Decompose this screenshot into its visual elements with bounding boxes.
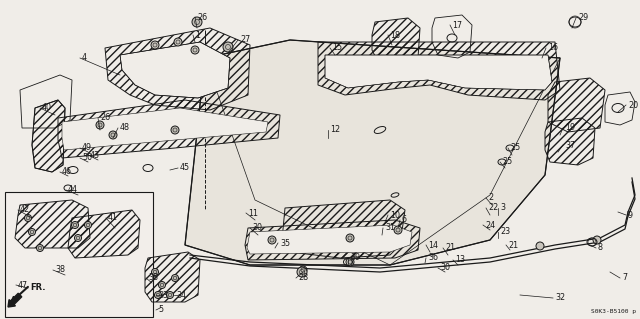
Text: 40: 40 — [42, 103, 52, 113]
Text: 8: 8 — [598, 243, 603, 253]
Text: 4: 4 — [82, 54, 87, 63]
Circle shape — [174, 38, 182, 46]
Text: 48: 48 — [120, 123, 130, 132]
Text: 15: 15 — [332, 43, 342, 53]
Text: 29: 29 — [578, 13, 588, 23]
Text: 41: 41 — [108, 213, 118, 222]
Circle shape — [192, 17, 202, 27]
Text: 19: 19 — [565, 123, 575, 132]
Circle shape — [593, 236, 601, 244]
Circle shape — [299, 266, 307, 274]
FancyArrow shape — [8, 293, 22, 307]
Text: S0K3-B5100 p: S0K3-B5100 p — [591, 309, 636, 314]
Text: 43: 43 — [90, 151, 100, 160]
Text: 34: 34 — [176, 291, 186, 300]
Circle shape — [223, 42, 233, 52]
Polygon shape — [185, 40, 560, 265]
Text: 20: 20 — [628, 100, 638, 109]
Text: 47: 47 — [18, 280, 28, 290]
Text: 16: 16 — [548, 43, 558, 53]
Circle shape — [84, 221, 92, 228]
Text: 30: 30 — [252, 224, 262, 233]
Text: 46: 46 — [62, 167, 72, 176]
Text: 37: 37 — [565, 140, 575, 150]
Text: 30: 30 — [440, 263, 450, 272]
Text: 22: 22 — [488, 204, 499, 212]
Text: 2: 2 — [488, 194, 493, 203]
Text: 33: 33 — [158, 291, 168, 300]
Text: 23: 23 — [500, 227, 510, 236]
Text: 21: 21 — [508, 241, 518, 249]
Circle shape — [151, 41, 159, 49]
Text: 38: 38 — [148, 273, 158, 283]
Text: 13: 13 — [455, 256, 465, 264]
Text: 31: 31 — [385, 224, 395, 233]
Circle shape — [268, 236, 276, 244]
Text: 28: 28 — [298, 273, 308, 283]
Text: 10: 10 — [390, 211, 400, 219]
Polygon shape — [325, 55, 552, 90]
Circle shape — [96, 121, 104, 129]
Circle shape — [74, 234, 81, 241]
Polygon shape — [247, 225, 412, 254]
Text: 1: 1 — [195, 31, 200, 40]
Polygon shape — [62, 108, 268, 150]
Text: 18: 18 — [390, 31, 400, 40]
Text: 36: 36 — [428, 254, 438, 263]
Text: 24: 24 — [485, 220, 495, 229]
Text: 45: 45 — [180, 164, 190, 173]
Text: 49: 49 — [82, 144, 92, 152]
Bar — [5, 192, 153, 317]
Circle shape — [24, 214, 31, 221]
Circle shape — [159, 281, 166, 288]
Text: 44: 44 — [68, 186, 78, 195]
Circle shape — [171, 126, 179, 134]
Circle shape — [297, 267, 307, 277]
Circle shape — [394, 226, 402, 234]
Text: 27: 27 — [240, 35, 250, 44]
Text: 42: 42 — [20, 205, 30, 214]
Text: 6: 6 — [402, 216, 407, 225]
Text: 39: 39 — [350, 254, 360, 263]
Text: 5: 5 — [158, 306, 163, 315]
Text: 11: 11 — [248, 209, 258, 218]
Circle shape — [36, 244, 44, 251]
Polygon shape — [120, 42, 230, 98]
Circle shape — [166, 292, 173, 299]
Text: 50: 50 — [82, 153, 92, 162]
Circle shape — [72, 221, 79, 228]
Text: 26: 26 — [100, 114, 110, 122]
Circle shape — [29, 228, 35, 235]
Circle shape — [172, 275, 179, 281]
Text: FR.: FR. — [30, 284, 45, 293]
Text: 25: 25 — [510, 144, 520, 152]
Text: 7: 7 — [622, 273, 627, 283]
Text: 14: 14 — [428, 241, 438, 249]
Text: 32: 32 — [555, 293, 565, 302]
Circle shape — [191, 46, 199, 54]
Circle shape — [536, 242, 544, 250]
Text: 38: 38 — [55, 265, 65, 275]
Text: 26: 26 — [197, 12, 207, 21]
Text: 35: 35 — [280, 239, 290, 248]
Text: 17: 17 — [452, 20, 462, 29]
Circle shape — [346, 258, 354, 266]
Text: 9: 9 — [628, 211, 633, 219]
Text: 21: 21 — [445, 243, 455, 253]
Text: 3: 3 — [500, 204, 505, 212]
Circle shape — [154, 292, 161, 299]
Circle shape — [109, 131, 117, 139]
Circle shape — [152, 269, 159, 276]
Text: 25: 25 — [502, 158, 512, 167]
Text: 12: 12 — [330, 125, 340, 135]
Circle shape — [346, 234, 354, 242]
